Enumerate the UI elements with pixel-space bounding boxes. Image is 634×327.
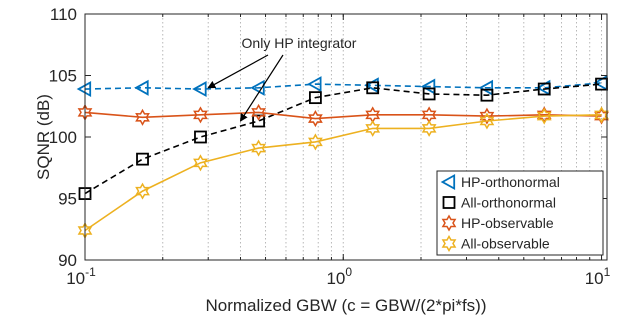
series-line (84, 111, 602, 120)
legend: HP-orthonormal All-orthonormal HP-observab… (436, 170, 604, 256)
x-tick-label: 100 (326, 265, 352, 288)
y-tick-label: 100 (49, 128, 77, 147)
x-tick-labels: 10-1 100 101 (66, 265, 610, 288)
data-point (193, 106, 208, 124)
y-tick-label: 105 (49, 67, 77, 86)
data-point (307, 76, 322, 93)
legend-marker (442, 196, 456, 209)
data-point (478, 79, 494, 96)
annotation-text: Only HP integrator (242, 35, 357, 51)
series-line (84, 114, 602, 232)
data-point (252, 114, 265, 128)
series-all-observable (77, 106, 609, 240)
data-point (194, 130, 207, 144)
annotation-arrow (239, 54, 284, 122)
data-point (480, 88, 494, 102)
data-point (308, 91, 322, 105)
data-point (421, 119, 437, 137)
data-point (308, 110, 323, 128)
data-point (76, 81, 92, 98)
legend-marker (441, 234, 457, 253)
data-point (537, 82, 551, 96)
legend-label: HP-observable (461, 215, 554, 231)
data-point (594, 106, 609, 124)
data-point (192, 81, 207, 98)
data-point (251, 139, 266, 157)
data-point (134, 79, 149, 96)
x-tick-label: 10-1 (66, 265, 96, 288)
legend-item: HP-orthonormal (440, 173, 560, 191)
series-hp-orthonormal (76, 74, 608, 98)
series-all-orthonormal (78, 77, 608, 200)
data-point (193, 154, 208, 172)
data-point (479, 107, 495, 125)
y-tick-label: 110 (50, 5, 77, 24)
data-point (422, 87, 436, 101)
data-point (135, 108, 150, 126)
y-tick-label: 90 (58, 251, 77, 270)
y-tick-label: 95 (58, 190, 77, 209)
y-tick-labels: 90 95 100 105 110 (49, 5, 77, 270)
data-point (136, 152, 149, 166)
plot-area (76, 13, 609, 261)
data-point (135, 182, 150, 200)
legend-marker (440, 173, 456, 191)
data-point (366, 81, 380, 95)
legend-item: All-orthonormal (442, 195, 556, 211)
data-point (250, 79, 265, 96)
legend-label: All-orthonormal (461, 195, 556, 211)
data-point (536, 107, 552, 125)
data-point (308, 133, 323, 151)
legend-label: HP-orthonormal (461, 174, 560, 190)
annotation-arrow (207, 54, 269, 89)
data-point (365, 119, 381, 137)
legend-marker (441, 214, 457, 232)
annotation: Only HP integrator (207, 35, 357, 122)
data-point (420, 78, 436, 95)
legend-item: HP-observable (441, 214, 554, 232)
series-line (84, 83, 602, 195)
legend-label: All-observable (461, 236, 550, 252)
legend-box (436, 170, 604, 256)
x-tick-label: 101 (585, 265, 611, 288)
data-point (479, 112, 495, 130)
data-point (251, 103, 266, 121)
legend-item: All-observable (441, 234, 550, 253)
series-group (76, 74, 609, 240)
y-axis-label: SQNR (dB) (34, 94, 53, 180)
series-line (84, 82, 602, 90)
x-axis-label: Normalized GBW (c = GBW/(2*pi*fs)) (205, 296, 486, 315)
